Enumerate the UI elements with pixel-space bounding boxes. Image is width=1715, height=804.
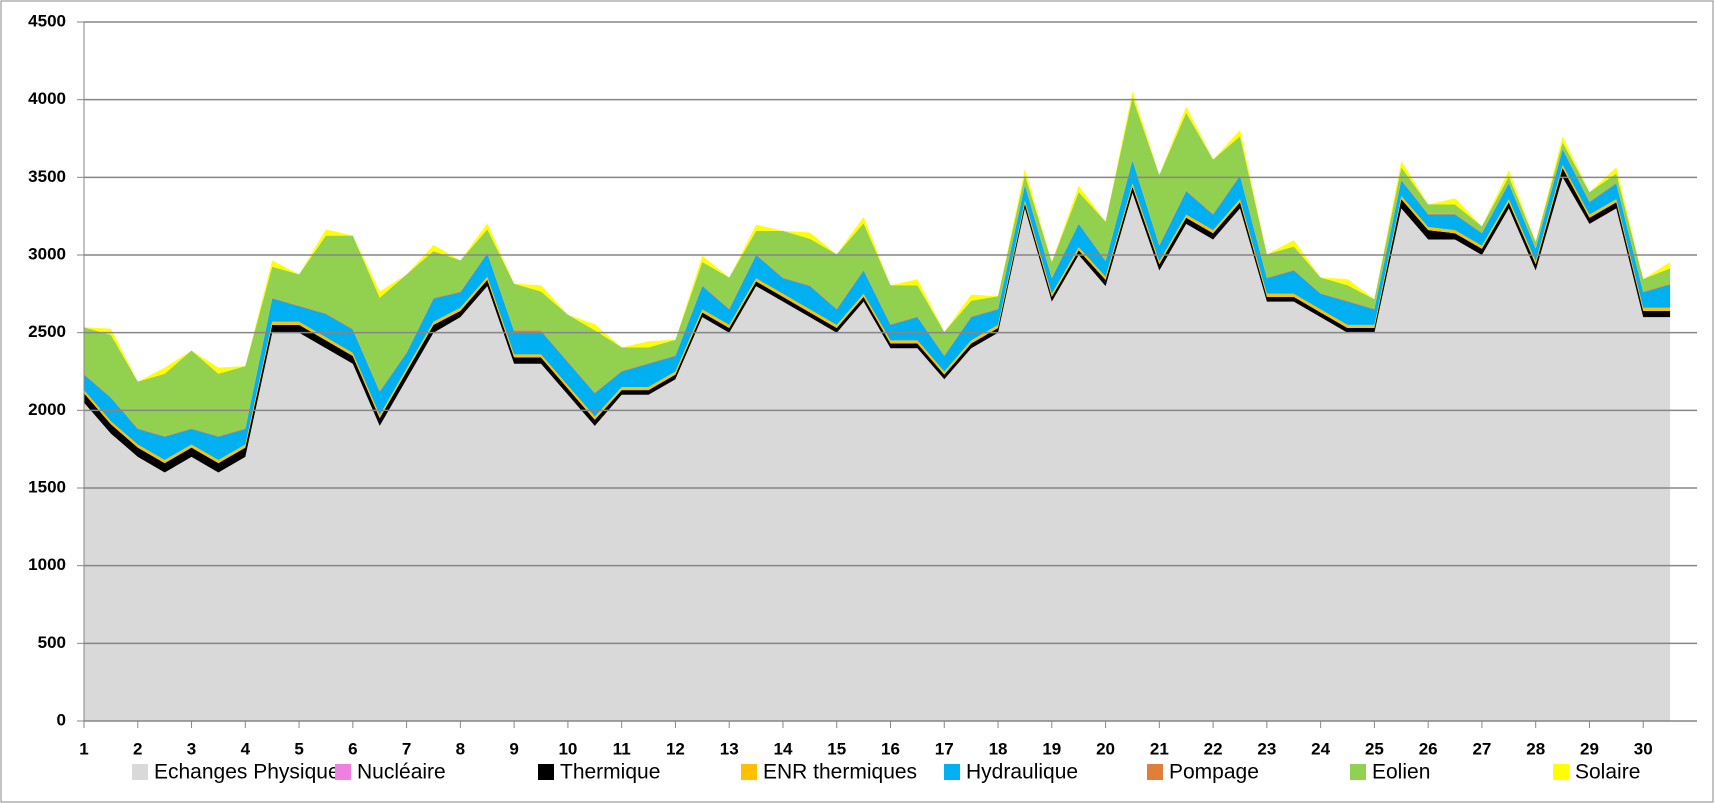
legend-swatch xyxy=(741,764,757,780)
x-tick-label: 10 xyxy=(558,739,577,758)
x-tick-label: 28 xyxy=(1526,739,1545,758)
legend-swatch xyxy=(1350,764,1366,780)
x-tick-label: 25 xyxy=(1365,739,1384,758)
legend-label: Solaire xyxy=(1575,761,1640,784)
x-tick-label: 7 xyxy=(402,739,411,758)
x-tick-label: 14 xyxy=(774,739,793,758)
legend-label: Eolien xyxy=(1372,761,1430,784)
x-tick-label: 13 xyxy=(720,739,739,758)
legend-swatch xyxy=(335,764,351,780)
area xyxy=(84,168,1671,473)
legend-swatch xyxy=(1553,764,1569,780)
x-tick-label: 2 xyxy=(133,739,142,758)
legend-label: ENR thermiques xyxy=(763,761,917,784)
x-tick-label: 24 xyxy=(1311,739,1330,758)
x-tick-label: 4 xyxy=(241,739,251,758)
x-tick-label: 5 xyxy=(294,739,303,758)
area xyxy=(84,177,1671,722)
legend-label: Hydraulique xyxy=(966,761,1078,784)
y-tick-label: 1500 xyxy=(28,477,66,496)
x-tick-label: 15 xyxy=(827,739,846,758)
x-tick-label: 12 xyxy=(666,739,685,758)
y-tick-label: 1000 xyxy=(28,555,66,574)
y-tick-label: 4000 xyxy=(28,89,66,108)
y-tick-label: 4500 xyxy=(28,11,66,30)
x-tick-label: 1 xyxy=(79,739,88,758)
y-tick-label: 2500 xyxy=(28,322,66,341)
x-tick-label: 17 xyxy=(935,739,954,758)
x-tick-label: 9 xyxy=(509,739,518,758)
x-tick-label: 29 xyxy=(1580,739,1599,758)
legend-label: Nucléaire xyxy=(357,761,446,784)
legend-label: Pompage xyxy=(1169,761,1259,784)
x-tick-label: 23 xyxy=(1257,739,1276,758)
x-tick-label: 21 xyxy=(1150,739,1169,758)
x-tick-label: 27 xyxy=(1472,739,1491,758)
legend-label: Echanges Physiques xyxy=(154,761,350,784)
x-tick-label: 3 xyxy=(187,739,196,758)
x-tick-label: 16 xyxy=(881,739,900,758)
legend-swatch xyxy=(944,764,960,780)
legend-swatch xyxy=(538,764,554,780)
x-tick-label: 11 xyxy=(613,739,631,758)
y-tick-label: 2000 xyxy=(28,400,66,419)
y-tick-label: 0 xyxy=(57,710,66,729)
x-tick-label: 26 xyxy=(1419,739,1438,758)
x-tick-label: 19 xyxy=(1042,739,1061,758)
y-tick-label: 3000 xyxy=(28,244,66,263)
x-tick-label: 8 xyxy=(456,739,465,758)
area xyxy=(84,149,1671,460)
legend-swatch xyxy=(132,764,148,780)
x-tick-label: 6 xyxy=(348,739,357,758)
legend-swatch xyxy=(1147,764,1163,780)
x-tick-label: 20 xyxy=(1096,739,1115,758)
x-tick-label: 30 xyxy=(1634,739,1653,758)
legend-label: Thermique xyxy=(560,761,660,784)
y-tick-label: 500 xyxy=(38,633,66,652)
y-tick-label: 3500 xyxy=(28,167,66,186)
area xyxy=(84,97,1671,437)
x-tick-label: 18 xyxy=(989,739,1008,758)
x-tick-label: 22 xyxy=(1204,739,1223,758)
